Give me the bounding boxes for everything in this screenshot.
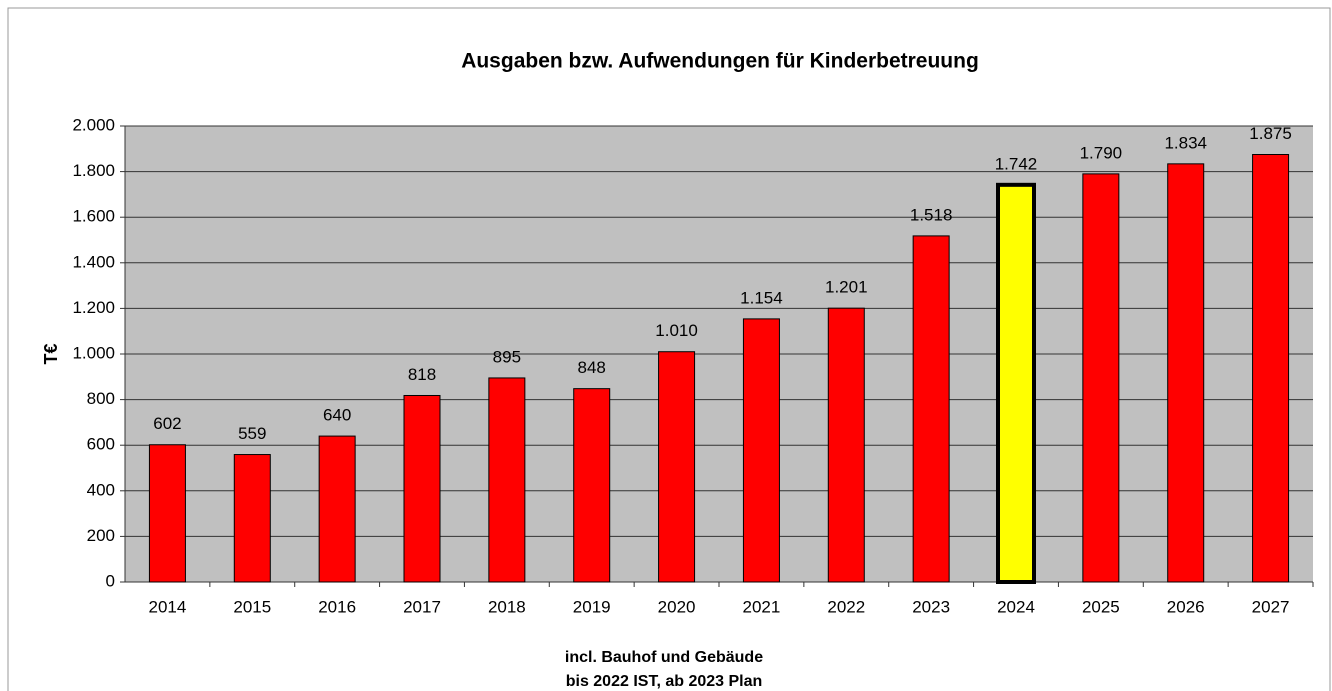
- y-tick-label: 1.200: [72, 298, 115, 317]
- bar: [403, 394, 441, 583]
- y-tick-label: 1.000: [72, 343, 115, 362]
- bar: [148, 444, 186, 583]
- x-tick-label: 2021: [743, 597, 781, 616]
- x-tick-label: 2016: [318, 597, 356, 616]
- x-tick-label: 2023: [912, 597, 950, 616]
- y-tick-label: 2.000: [72, 115, 115, 134]
- value-label: 818: [408, 365, 436, 384]
- bar: [827, 307, 865, 583]
- value-label: 1.742: [995, 154, 1038, 173]
- x-tick-label: 2022: [827, 597, 865, 616]
- x-tick-label: 2019: [573, 597, 611, 616]
- value-label: 1.875: [1249, 124, 1292, 143]
- y-tick-label: 1.800: [72, 161, 115, 180]
- chart-title: Ausgaben bzw. Aufwendungen für Kinderbet…: [461, 50, 979, 73]
- bar: [912, 235, 950, 583]
- value-label: 848: [578, 358, 606, 377]
- bar: [233, 454, 271, 583]
- x-tick-label: 2027: [1252, 597, 1290, 616]
- value-label: 1.790: [1080, 143, 1123, 162]
- note: bis 2022 IST, ab 2023 Plan: [566, 673, 763, 690]
- note: incl. Bauhof und Gebäude: [565, 649, 763, 666]
- y-tick-label: 1.400: [72, 252, 115, 271]
- y-tick-label: 600: [87, 435, 115, 454]
- x-tick-label: 2017: [403, 597, 441, 616]
- bar: [1252, 154, 1290, 583]
- value-label: 640: [323, 406, 351, 425]
- value-label: 1.201: [825, 278, 868, 297]
- value-label: 1.154: [740, 288, 783, 307]
- y-tick-label: 800: [87, 389, 115, 408]
- value-label: 895: [493, 347, 521, 366]
- bar: [318, 435, 356, 583]
- y-tick-label: 0: [106, 571, 115, 590]
- bar: [742, 318, 780, 583]
- value-label: 559: [238, 424, 266, 443]
- x-tick-label: 2015: [233, 597, 271, 616]
- x-tick-label: 2025: [1082, 597, 1120, 616]
- x-tick-label: 2026: [1167, 597, 1205, 616]
- bar: [573, 388, 611, 583]
- y-tick-label: 1.600: [72, 207, 115, 226]
- x-tick-label: 2018: [488, 597, 526, 616]
- bar: [488, 377, 526, 583]
- y-tick-label: 200: [87, 526, 115, 545]
- bar: [1082, 173, 1120, 583]
- x-tick-label: 2024: [997, 597, 1035, 616]
- value-label: 1.834: [1164, 133, 1207, 152]
- y-axis-label: T€: [41, 343, 61, 364]
- bar: [996, 182, 1036, 584]
- x-tick-label: 2020: [658, 597, 696, 616]
- value-label: 602: [153, 414, 181, 433]
- bar: [1167, 163, 1205, 583]
- bar: [658, 351, 696, 583]
- value-label: 1.518: [910, 205, 953, 224]
- y-tick-label: 400: [87, 480, 115, 499]
- x-tick-label: 2014: [149, 597, 187, 616]
- value-label: 1.010: [655, 321, 698, 340]
